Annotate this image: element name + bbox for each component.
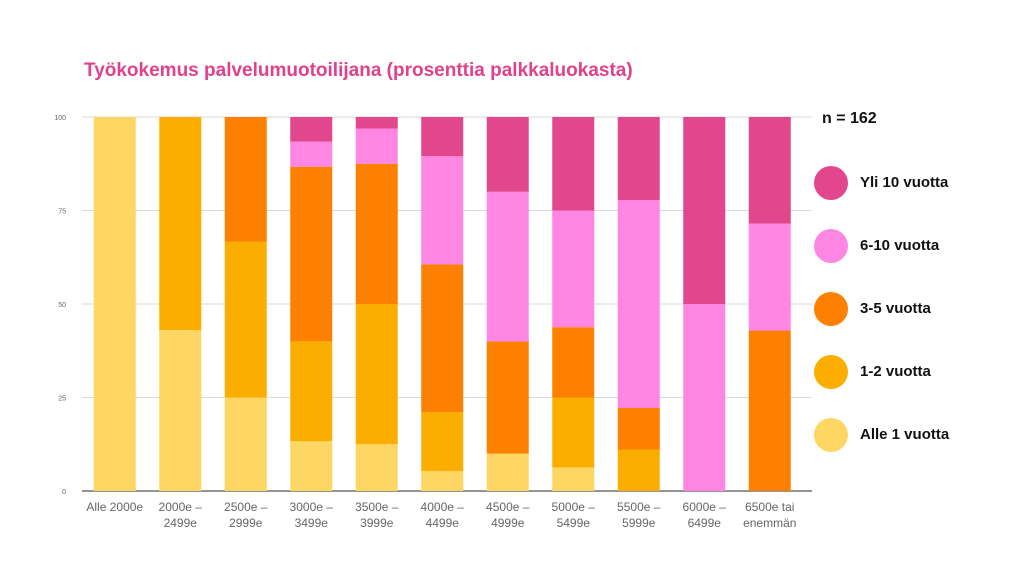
- bar-segment: [748, 117, 791, 224]
- y-tick-label: 75: [58, 209, 66, 216]
- x-tick-label: 4000e –: [421, 500, 465, 514]
- x-tick-label: 3499e: [295, 516, 329, 530]
- x-tick-label: 5999e: [622, 516, 656, 530]
- y-tick-label: 0: [62, 489, 66, 496]
- legend-item: Alle 1 vuotta: [814, 418, 1014, 452]
- bar-segment: [617, 449, 660, 491]
- bar-segment: [355, 163, 398, 304]
- bar-segment: [486, 341, 529, 454]
- y-tick-label: 25: [58, 396, 66, 403]
- legend-item: 1-2 vuotta: [814, 355, 1014, 389]
- bar-segment: [290, 117, 333, 142]
- bar-segment: [355, 128, 398, 164]
- legend-swatch-icon: [814, 166, 848, 200]
- x-tick-label: 5500e –: [617, 500, 661, 514]
- bar-segment: [683, 304, 726, 491]
- legend-label: 6-10 vuotta: [860, 237, 940, 254]
- bar-segment: [552, 467, 595, 491]
- bar-segment: [421, 156, 464, 265]
- legend-label: 3-5 vuotta: [860, 300, 931, 317]
- bar-segment: [552, 117, 595, 211]
- bar-segment: [159, 330, 202, 491]
- bar-segment: [355, 444, 398, 491]
- bar-segment: [224, 241, 267, 398]
- bar-segment: [748, 223, 791, 331]
- bar-segment: [421, 471, 464, 491]
- x-tick-label: Alle 2000e: [86, 500, 143, 514]
- bar-segment: [355, 117, 398, 129]
- bar-segment: [552, 327, 595, 398]
- bar-segment: [617, 117, 660, 201]
- bar-segment: [486, 117, 529, 192]
- x-tick-label: 2500e –: [224, 500, 268, 514]
- bar-segment: [93, 117, 136, 491]
- bar-segment: [486, 191, 529, 342]
- bar-segment: [224, 117, 267, 242]
- x-tick-label: 5000e –: [552, 500, 596, 514]
- x-tick-label: 4999e: [491, 516, 525, 530]
- bar-segment: [421, 412, 464, 472]
- x-tick-label: enemmän: [743, 516, 796, 530]
- x-tick-label: 3000e –: [290, 500, 334, 514]
- bar-segment: [486, 453, 529, 491]
- bar-segment: [421, 264, 464, 413]
- bar-segment: [552, 210, 595, 328]
- x-tick-label: 2000e –: [159, 500, 203, 514]
- bar-segment: [290, 166, 333, 342]
- x-tick-label: 6499e: [688, 516, 722, 530]
- x-tick-label: 3999e: [360, 516, 394, 530]
- bar-segment: [290, 141, 333, 167]
- legend-swatch-icon: [814, 229, 848, 263]
- legend-label: Yli 10 vuotta: [860, 174, 949, 191]
- sample-size-label: n = 162: [822, 110, 877, 127]
- legend-swatch-icon: [814, 418, 848, 452]
- x-tick-label: 5499e: [557, 516, 591, 530]
- bar-segment: [748, 330, 791, 491]
- bar-segment: [290, 441, 333, 491]
- x-tick-label: 4499e: [426, 516, 460, 530]
- legend-swatch-icon: [814, 355, 848, 389]
- legend-item: Yli 10 vuotta: [814, 166, 1014, 200]
- bar-segment: [617, 407, 660, 450]
- legend-item: 6-10 vuotta: [814, 229, 1014, 263]
- legend-item: 3-5 vuotta: [814, 292, 1014, 326]
- y-tick-label: 50: [58, 302, 66, 309]
- x-tick-label: 6000e –: [683, 500, 727, 514]
- y-tick-label: 100: [54, 115, 66, 122]
- x-tick-label: 4500e –: [486, 500, 530, 514]
- bar-segment: [421, 117, 464, 157]
- bar-segment: [683, 117, 726, 304]
- bar-segment: [290, 341, 333, 442]
- x-tick-label: 6500e tai: [745, 500, 794, 514]
- bar-segment: [617, 200, 660, 408]
- legend-swatch-icon: [814, 292, 848, 326]
- legend-label: Alle 1 vuotta: [860, 426, 950, 443]
- bar-segment: [224, 397, 267, 491]
- x-tick-label: 2499e: [164, 516, 198, 530]
- bar-segment: [355, 304, 398, 445]
- x-tick-label: 3500e –: [355, 500, 399, 514]
- legend-label: 1-2 vuotta: [860, 363, 931, 380]
- x-tick-label: 2999e: [229, 516, 263, 530]
- bar-segment: [159, 117, 202, 331]
- bar-segment: [552, 397, 595, 468]
- chart-title: Työkokemus palvelumuotoilijana (prosentt…: [84, 60, 633, 81]
